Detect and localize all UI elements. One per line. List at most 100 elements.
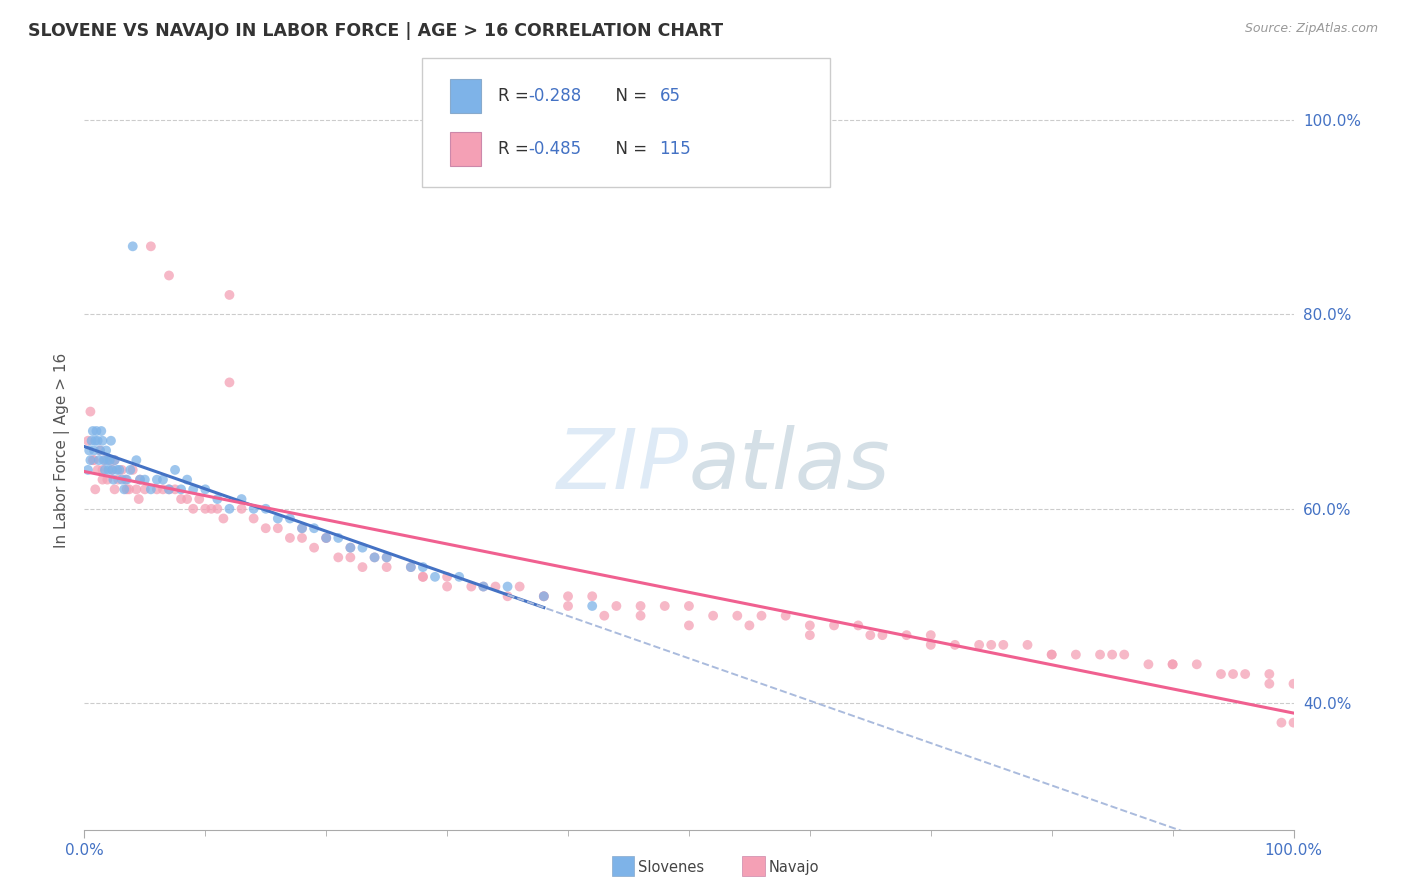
- Point: [496, 589, 519, 603]
- Point: [267, 511, 290, 525]
- Point: [87, 453, 110, 467]
- Point: [581, 599, 603, 613]
- Point: [449, 570, 471, 584]
- Text: -0.288: -0.288: [529, 87, 582, 105]
- Point: [97, 463, 120, 477]
- Point: [83, 443, 105, 458]
- Point: [152, 473, 174, 487]
- Point: [101, 463, 124, 477]
- Text: 65: 65: [659, 87, 681, 105]
- Point: [129, 473, 152, 487]
- Point: [128, 491, 150, 506]
- Point: [118, 483, 141, 497]
- Point: [412, 570, 434, 584]
- Point: [157, 483, 180, 497]
- Point: [630, 608, 652, 623]
- Text: SLOVENE VS NAVAJO IN LABOR FORCE | AGE > 16 CORRELATION CHART: SLOVENE VS NAVAJO IN LABOR FORCE | AGE >…: [28, 22, 723, 40]
- Y-axis label: In Labor Force | Age > 16: In Labor Force | Age > 16: [55, 353, 70, 548]
- Point: [702, 608, 724, 623]
- Point: [278, 531, 301, 545]
- Text: Navajo: Navajo: [769, 860, 820, 874]
- Point: [775, 608, 797, 623]
- Point: [129, 473, 152, 487]
- Text: R =: R =: [498, 87, 534, 105]
- Point: [83, 453, 105, 467]
- Point: [339, 541, 361, 555]
- Point: [218, 376, 240, 390]
- Point: [254, 521, 277, 535]
- Point: [291, 531, 314, 545]
- Point: [96, 473, 118, 487]
- Point: [98, 453, 121, 467]
- Point: [212, 511, 235, 525]
- Point: [176, 491, 198, 506]
- Point: [86, 463, 108, 477]
- Point: [751, 608, 773, 623]
- Point: [207, 501, 229, 516]
- Point: [91, 463, 114, 477]
- Point: [84, 434, 107, 448]
- Point: [104, 483, 127, 497]
- Point: [86, 434, 108, 448]
- Point: [170, 491, 193, 506]
- Point: [218, 501, 240, 516]
- Point: [967, 638, 990, 652]
- Point: [157, 268, 180, 283]
- Point: [254, 501, 277, 516]
- Point: [799, 628, 821, 642]
- Point: [1209, 667, 1232, 681]
- Point: [84, 483, 107, 497]
- Point: [134, 483, 156, 497]
- Point: [920, 628, 942, 642]
- Point: [1040, 648, 1063, 662]
- Point: [339, 550, 361, 565]
- Point: [152, 483, 174, 497]
- Point: [200, 501, 222, 516]
- Point: [267, 521, 290, 535]
- Point: [399, 560, 422, 574]
- Point: [412, 570, 434, 584]
- Point: [484, 580, 506, 594]
- Point: [872, 628, 894, 642]
- Point: [352, 560, 374, 574]
- Point: [823, 618, 845, 632]
- Point: [165, 463, 187, 477]
- Point: [315, 531, 337, 545]
- Point: [943, 638, 966, 652]
- Point: [375, 550, 398, 565]
- Point: [1270, 715, 1292, 730]
- Point: [1282, 677, 1305, 691]
- Point: [412, 560, 434, 574]
- Point: [77, 434, 100, 448]
- Point: [315, 531, 337, 545]
- Point: [125, 453, 148, 467]
- Point: [94, 463, 117, 477]
- Text: -0.485: -0.485: [529, 140, 582, 158]
- Point: [738, 618, 761, 632]
- Point: [91, 434, 114, 448]
- Point: [472, 580, 495, 594]
- Point: [77, 443, 100, 458]
- Point: [423, 570, 446, 584]
- Point: [79, 404, 101, 418]
- Point: [1222, 667, 1244, 681]
- Text: Slovenes: Slovenes: [638, 860, 704, 874]
- Point: [134, 473, 156, 487]
- Text: N =: N =: [605, 140, 652, 158]
- Point: [1137, 657, 1160, 672]
- Point: [460, 580, 482, 594]
- Point: [170, 483, 193, 497]
- Point: [176, 473, 198, 487]
- Point: [114, 473, 136, 487]
- Point: [103, 473, 125, 487]
- Point: [218, 288, 240, 302]
- Point: [1064, 648, 1087, 662]
- Point: [581, 589, 603, 603]
- Point: [82, 453, 104, 467]
- Point: [242, 511, 264, 525]
- Point: [91, 473, 114, 487]
- Point: [1258, 677, 1281, 691]
- Point: [79, 453, 101, 467]
- Text: Source: ZipAtlas.com: Source: ZipAtlas.com: [1244, 22, 1378, 36]
- Point: [1114, 648, 1136, 662]
